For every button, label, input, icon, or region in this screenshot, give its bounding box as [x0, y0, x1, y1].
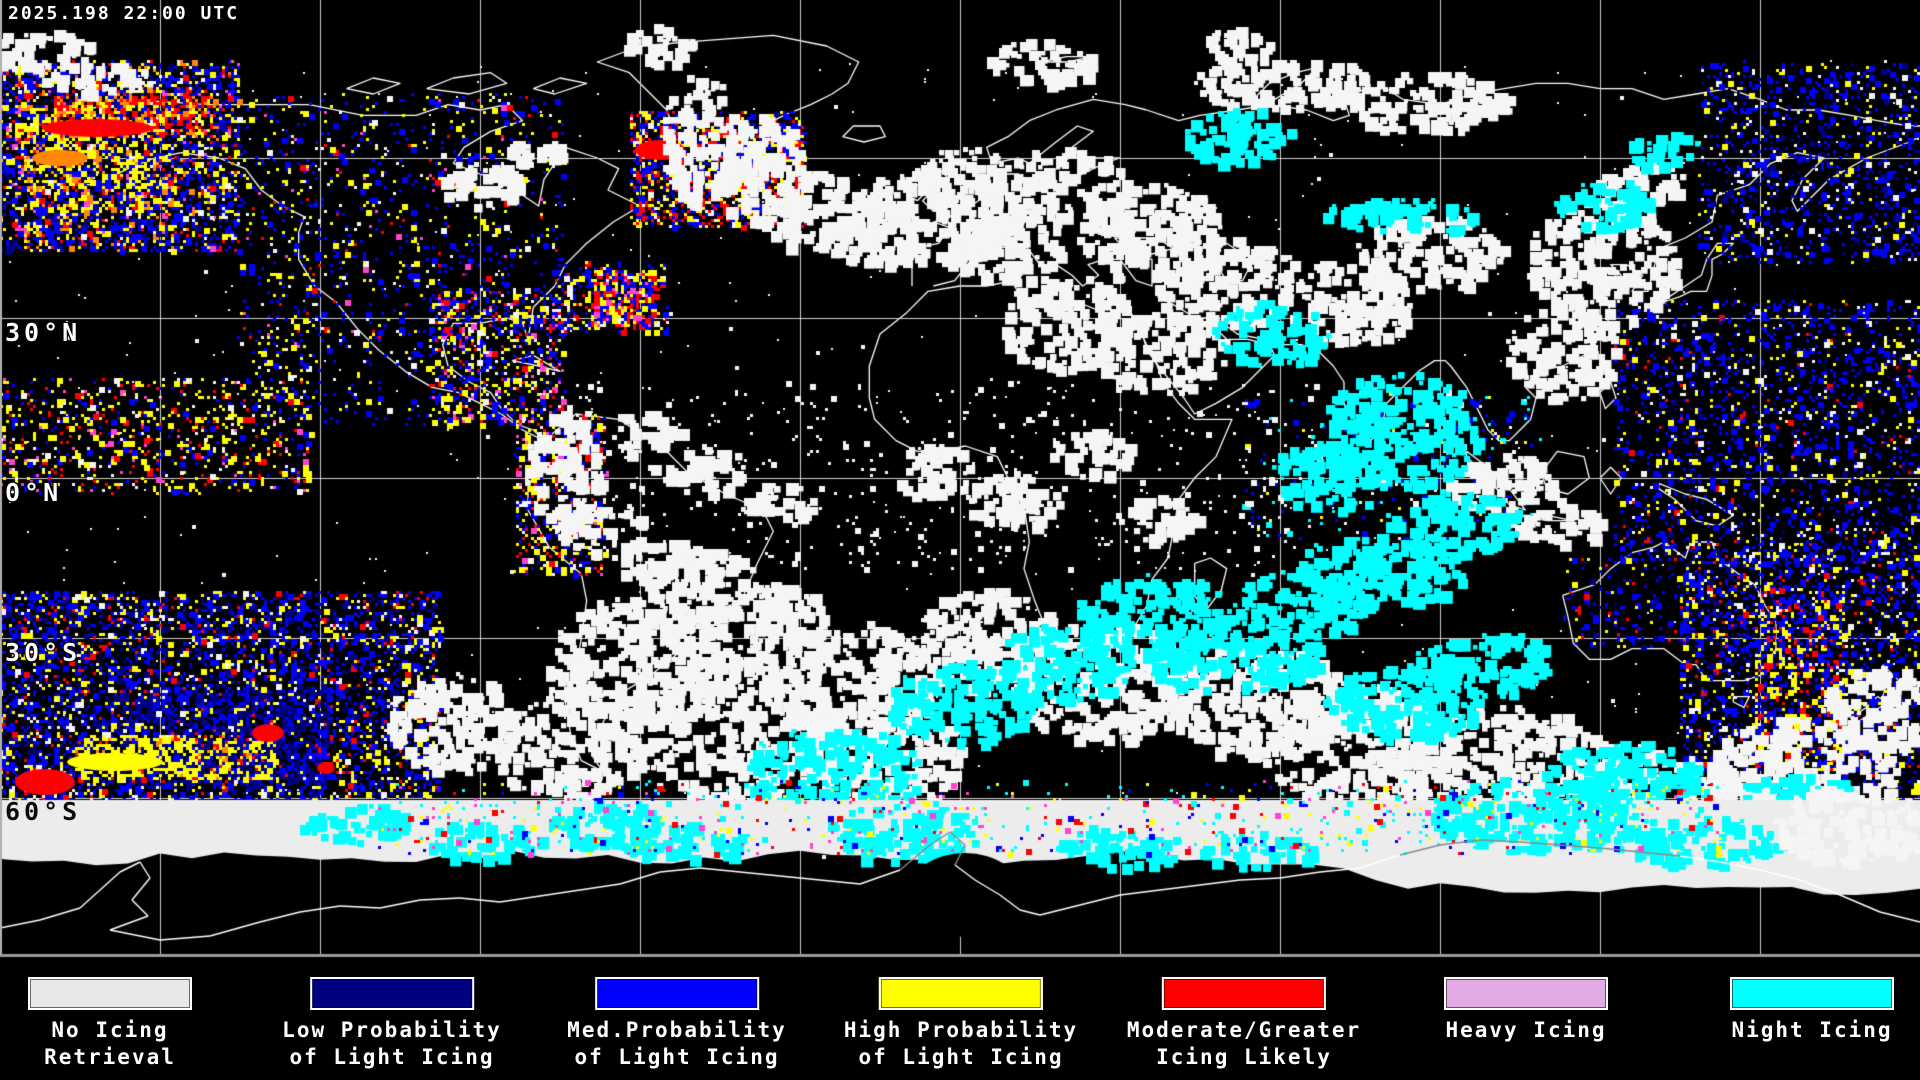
legend-swatch: [28, 977, 192, 1010]
latitude-label: 60°S: [5, 797, 82, 826]
legend-swatch: [878, 977, 1043, 1010]
legend-item: Moderate/Greater Icing Likely: [1127, 958, 1361, 1071]
legend-label: Low Probability of Light Icing: [282, 1017, 502, 1071]
legend-label-line: Heavy Icing: [1445, 1018, 1607, 1042]
latitude-label: 30°N: [5, 318, 82, 347]
legend-swatch: [1161, 977, 1326, 1010]
legend-label-line: Retrieval: [44, 1045, 176, 1069]
legend-swatch: [1444, 977, 1608, 1010]
legend-label-line: Moderate/Greater: [1126, 1018, 1362, 1042]
global-icing-map: [0, 0, 1920, 958]
legend-label-line: Icing Likely: [1156, 1045, 1332, 1069]
legend-bar: No Icing Retrieval Low Probability of Light…: [0, 958, 1920, 1080]
legend-swatch: [1730, 977, 1894, 1010]
legend-label-line: High Probability: [843, 1018, 1079, 1042]
latitude-label: 30°S: [5, 638, 82, 667]
legend-item: High Probability of Light Icing: [844, 958, 1078, 1071]
legend-label: Med.Probability of Light Icing: [567, 1017, 787, 1071]
legend-label: Moderate/Greater Icing Likely: [1127, 1017, 1361, 1071]
legend-item: Low Probability of Light Icing: [282, 958, 502, 1071]
legend-label: High Probability of Light Icing: [844, 1017, 1078, 1071]
legend-label-line: Low Probability: [282, 1018, 502, 1042]
legend-label-line: No Icing: [51, 1018, 169, 1042]
legend-label-line: of Light Icing: [574, 1045, 780, 1069]
legend-item: Med.Probability of Light Icing: [567, 958, 787, 1071]
legend-label-line: Med.Probability: [567, 1018, 787, 1042]
legend-label-line: of Light Icing: [289, 1045, 495, 1069]
legend-label: Heavy Icing: [1445, 1017, 1606, 1044]
latitude-label: 0°N: [5, 478, 63, 507]
legend-label: No Icing Retrieval: [44, 1017, 176, 1071]
legend-item: Heavy Icing: [1444, 958, 1608, 1044]
legend-swatch: [595, 977, 759, 1010]
legend-swatch: [310, 977, 474, 1010]
legend-label-line: Night Icing: [1731, 1018, 1893, 1042]
legend-item: No Icing Retrieval: [28, 958, 192, 1071]
legend-item: Night Icing: [1730, 958, 1894, 1044]
legend-label-line: of Light Icing: [858, 1045, 1064, 1069]
legend-label: Night Icing: [1731, 1017, 1892, 1044]
timestamp-label: 2025.198 22:00 UTC: [8, 3, 240, 24]
